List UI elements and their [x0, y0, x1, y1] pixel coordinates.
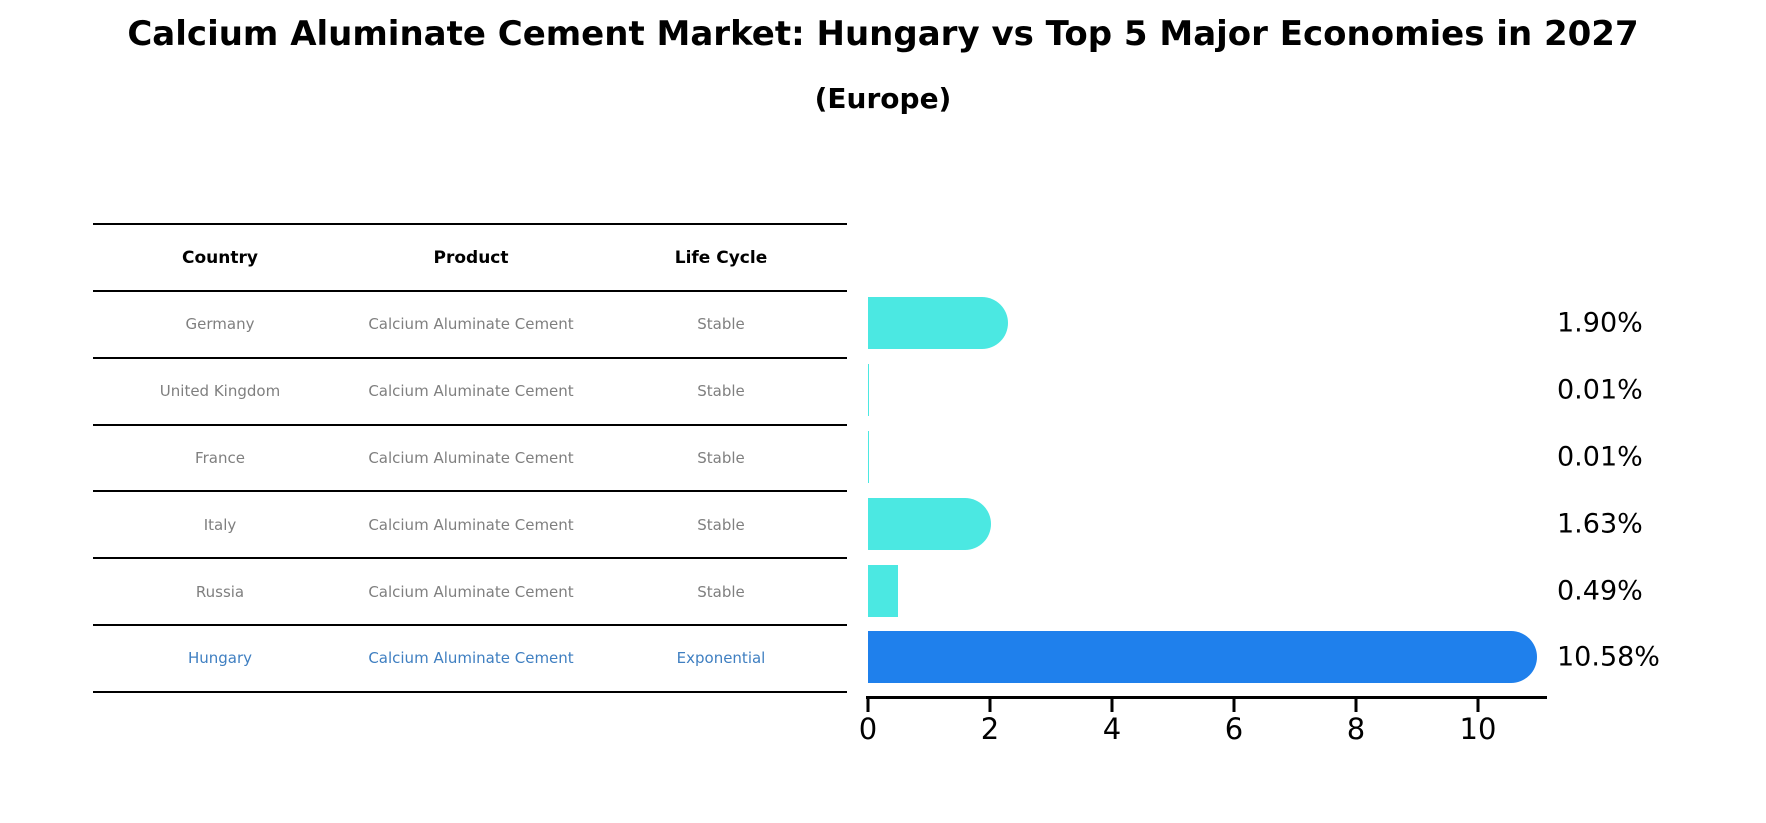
x-axis-tick-label-6: 6 [1224, 712, 1244, 746]
column-header-product: Product [433, 247, 509, 268]
bar-france [868, 431, 869, 483]
cell-life-cycle: Stable [697, 448, 745, 467]
bar-russia [868, 564, 898, 617]
x-axis-line [866, 696, 1547, 699]
cell-country: United Kingdom [159, 382, 281, 401]
x-axis-tick-label-0: 0 [858, 712, 878, 746]
x-axis-tick-0 [866, 699, 870, 712]
table-row-russia: Russia Calcium Aluminate Cement Stable [93, 559, 847, 626]
cell-product: Calcium Aluminate Cement [368, 315, 574, 334]
cell-country: Germany [185, 315, 255, 334]
x-axis-tick-label-4: 4 [1102, 712, 1122, 746]
cell-country: Italy [203, 515, 237, 534]
cell-life-cycle: Stable [697, 582, 745, 601]
column-header-country: Country [182, 247, 258, 268]
value-label-italy: 1.63% [1557, 508, 1643, 540]
x-axis-tick-label-2: 2 [980, 712, 1000, 746]
cell-country: France [195, 448, 245, 467]
cell-life-cycle: Stable [697, 515, 745, 534]
x-axis-tick-4 [1110, 699, 1114, 712]
cell-product: Calcium Aluminate Cement [368, 448, 574, 467]
value-label-germany: 1.90% [1557, 307, 1643, 339]
bar-germany [868, 297, 1008, 350]
table-row-united-kingdom: United Kingdom Calcium Aluminate Cement St… [93, 359, 847, 426]
table-body: Germany Calcium Aluminate Cement Stable Uni… [93, 292, 847, 693]
x-axis-tick-6 [1232, 699, 1236, 712]
table-row-germany: Germany Calcium Aluminate Cement Stable [93, 292, 847, 359]
value-label-hungary: 10.58% [1557, 641, 1660, 673]
bar-hungary [868, 631, 1538, 684]
x-axis-tick-8 [1354, 699, 1358, 712]
chart-title: Calcium Aluminate Cement Market: Hungary… [127, 14, 1639, 54]
cell-life-cycle: Stable [697, 382, 745, 401]
country-table: Country Product Life Cycle Germany Calciu… [93, 223, 847, 693]
x-axis-tick-label-8: 8 [1346, 712, 1366, 746]
table-header-row: Country Product Life Cycle [93, 225, 847, 292]
x-axis-tick-10 [1476, 699, 1480, 712]
table-row-hungary: Hungary Calcium Aluminate Cement Exponenti… [93, 626, 847, 693]
table-row-italy: Italy Calcium Aluminate Cement Stable [93, 492, 847, 560]
column-header-life-cycle: Life Cycle [674, 247, 768, 268]
value-label-united-kingdom: 0.01% [1557, 374, 1643, 406]
chart-subtitle: (Europe) [814, 82, 952, 115]
value-label-france: 0.01% [1557, 441, 1643, 473]
x-axis-tick-2 [988, 699, 992, 712]
cell-life-cycle: Exponential [676, 649, 766, 668]
cell-country: Hungary [187, 649, 253, 668]
cell-product: Calcium Aluminate Cement [368, 582, 574, 601]
cell-life-cycle: Stable [697, 315, 745, 334]
bar-united-kingdom [868, 364, 869, 417]
x-axis-tick-label-10: 10 [1459, 712, 1497, 746]
cell-product: Calcium Aluminate Cement [368, 382, 574, 401]
cell-country: Russia [195, 582, 245, 601]
bar-italy [868, 497, 992, 550]
cell-product: Calcium Aluminate Cement [368, 649, 574, 668]
cell-product: Calcium Aluminate Cement [368, 515, 574, 534]
value-label-russia: 0.49% [1557, 575, 1643, 607]
table-row-france: France Calcium Aluminate Cement Stable [93, 426, 847, 493]
